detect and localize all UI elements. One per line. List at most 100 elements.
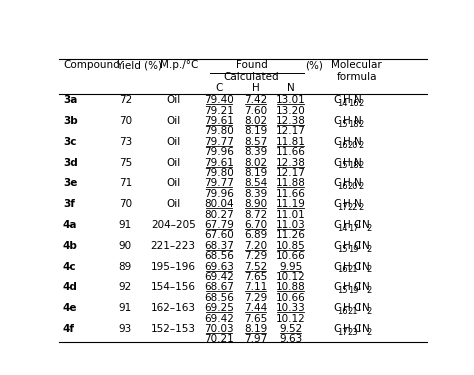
Text: 70.03: 70.03 <box>204 324 234 334</box>
Text: (%): (%) <box>305 60 323 70</box>
Text: 68.56: 68.56 <box>204 251 234 261</box>
Text: 3e: 3e <box>63 178 77 188</box>
Text: H: H <box>343 303 351 313</box>
Text: Yield (%): Yield (%) <box>116 60 162 70</box>
Text: 6.89: 6.89 <box>244 230 267 240</box>
Text: 18: 18 <box>347 120 358 129</box>
Text: M.p./°C: M.p./°C <box>160 60 199 70</box>
Text: C: C <box>333 220 340 230</box>
Text: 3c: 3c <box>63 137 76 147</box>
Text: H: H <box>343 282 351 292</box>
Text: 4a: 4a <box>63 220 77 230</box>
Text: 7.65: 7.65 <box>244 314 267 324</box>
Text: 10.12: 10.12 <box>276 314 306 324</box>
Text: 2: 2 <box>366 328 372 337</box>
Text: 7.29: 7.29 <box>244 251 267 261</box>
Text: 14: 14 <box>337 99 347 108</box>
Text: N: N <box>287 83 294 93</box>
Text: 79.80: 79.80 <box>204 168 234 178</box>
Text: 7.29: 7.29 <box>244 293 267 303</box>
Text: 79.80: 79.80 <box>204 126 234 136</box>
Text: l: l <box>358 282 361 292</box>
Text: 2: 2 <box>358 120 364 129</box>
Text: 2: 2 <box>358 161 364 170</box>
Text: 195–196: 195–196 <box>151 262 196 272</box>
Text: 8.19: 8.19 <box>244 126 267 136</box>
Text: 69.63: 69.63 <box>204 262 234 272</box>
Text: 14: 14 <box>337 224 347 233</box>
Text: 7.11: 7.11 <box>244 282 267 292</box>
Text: N: N <box>354 178 362 188</box>
Text: 13.20: 13.20 <box>276 106 306 116</box>
Text: H: H <box>343 116 351 126</box>
Text: 2: 2 <box>358 141 364 150</box>
Text: Found: Found <box>237 60 268 70</box>
Text: 68.67: 68.67 <box>204 282 234 292</box>
Text: 20: 20 <box>347 182 358 191</box>
Text: Oil: Oil <box>166 178 180 188</box>
Text: N: N <box>354 199 362 209</box>
Text: 79.21: 79.21 <box>204 106 234 116</box>
Text: 17: 17 <box>347 224 358 233</box>
Text: C: C <box>354 282 361 292</box>
Text: 4d: 4d <box>63 282 78 292</box>
Text: 4b: 4b <box>63 241 78 251</box>
Text: 2: 2 <box>358 203 364 212</box>
Text: 79.96: 79.96 <box>204 147 234 157</box>
Text: 2: 2 <box>358 99 364 108</box>
Text: N: N <box>362 220 370 230</box>
Text: l: l <box>358 324 361 334</box>
Text: 70.21: 70.21 <box>204 334 234 344</box>
Text: 204–205: 204–205 <box>151 220 195 230</box>
Text: 11.26: 11.26 <box>276 230 306 240</box>
Text: Oil: Oil <box>166 199 180 209</box>
Text: 2: 2 <box>358 182 364 191</box>
Text: Oil: Oil <box>166 116 180 126</box>
Text: 8.39: 8.39 <box>244 189 267 199</box>
Text: 15: 15 <box>337 244 347 254</box>
Text: 8.72: 8.72 <box>244 210 267 220</box>
Text: 2: 2 <box>366 244 372 254</box>
Text: H: H <box>343 137 351 147</box>
Text: 12.17: 12.17 <box>276 168 306 178</box>
Text: 80.04: 80.04 <box>204 199 234 209</box>
Text: 70: 70 <box>119 116 132 126</box>
Text: 12.38: 12.38 <box>276 116 306 126</box>
Text: C: C <box>354 220 361 230</box>
Text: 7.65: 7.65 <box>244 272 267 282</box>
Text: 12.17: 12.17 <box>276 126 306 136</box>
Text: 16: 16 <box>347 99 358 108</box>
Text: C: C <box>354 324 361 334</box>
Text: 20: 20 <box>347 141 358 150</box>
Text: 2: 2 <box>366 307 372 316</box>
Text: N: N <box>354 158 362 168</box>
Text: 4f: 4f <box>63 324 75 334</box>
Text: 80.27: 80.27 <box>204 210 234 220</box>
Text: 11.88: 11.88 <box>276 178 306 188</box>
Text: H: H <box>343 220 351 230</box>
Text: 4e: 4e <box>63 303 77 313</box>
Text: C: C <box>354 262 361 272</box>
Text: 15: 15 <box>337 286 347 295</box>
Text: l: l <box>358 303 361 313</box>
Text: l: l <box>358 262 361 272</box>
Text: Molecular: Molecular <box>331 60 382 70</box>
Text: 9.52: 9.52 <box>279 324 302 334</box>
Text: 75: 75 <box>119 158 132 168</box>
Text: N: N <box>354 137 362 147</box>
Text: 79.61: 79.61 <box>204 116 234 126</box>
Text: H: H <box>343 262 351 272</box>
Text: N: N <box>354 116 362 126</box>
Text: C: C <box>333 178 340 188</box>
Text: C: C <box>333 199 340 209</box>
Text: 16: 16 <box>337 307 348 316</box>
Text: C: C <box>354 303 361 313</box>
Text: 90: 90 <box>119 241 132 251</box>
Text: 71: 71 <box>119 178 132 188</box>
Text: 11.66: 11.66 <box>276 147 306 157</box>
Text: N: N <box>362 241 370 251</box>
Text: 9.95: 9.95 <box>279 262 302 272</box>
Text: 70: 70 <box>119 199 132 209</box>
Text: N: N <box>362 282 370 292</box>
Text: C: C <box>215 83 223 93</box>
